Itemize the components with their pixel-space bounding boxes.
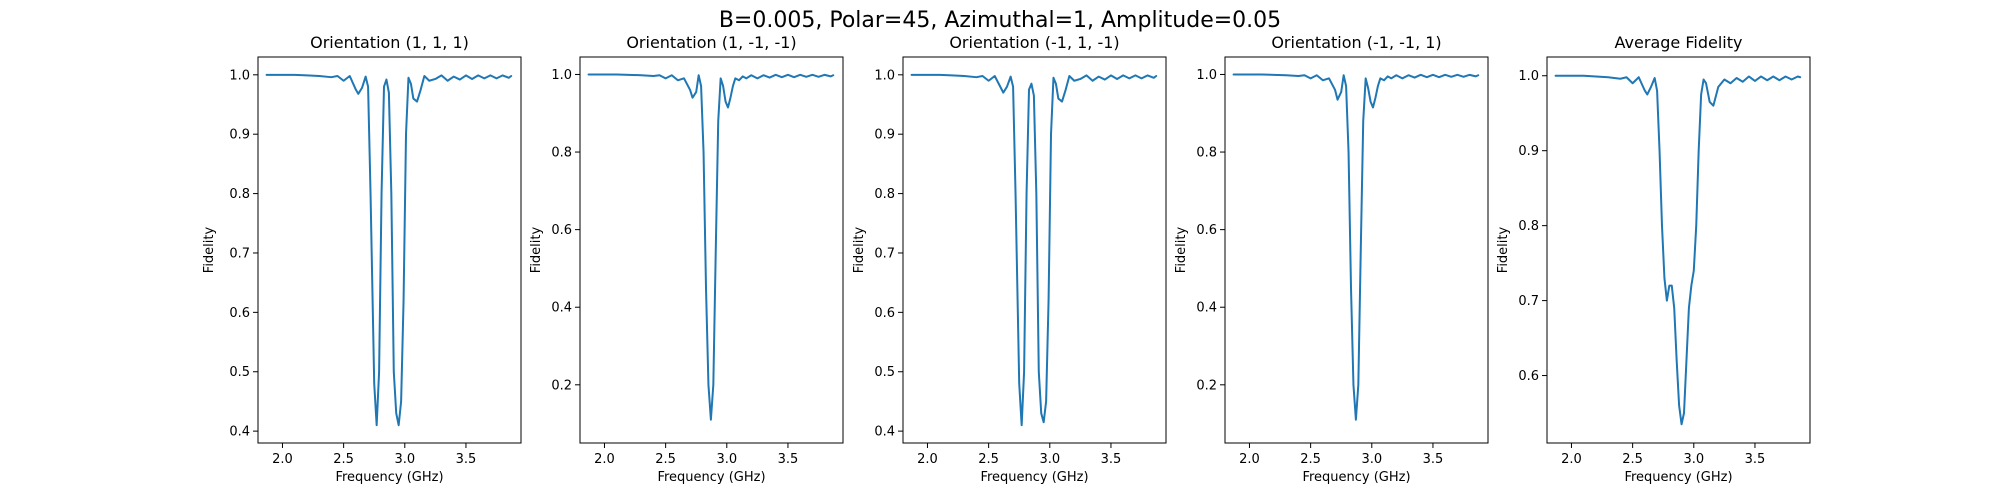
x-tick-label: 2.5 [1300,452,1321,467]
x-tick-label: 2.0 [594,452,615,467]
y-tick-label: 0.8 [229,187,250,202]
y-tick-label: 0.8 [551,146,572,161]
y-axis-label: Fidelity [529,226,544,273]
y-tick-label: 0.4 [1196,301,1217,316]
plot-area-frame [257,56,522,444]
y-tick-label: 0.2 [1196,378,1217,393]
y-tick-label: 0.9 [229,128,250,143]
y-tick-label: 0.7 [874,246,895,261]
y-tick-label: 0.2 [551,378,572,393]
subplot-grid: Orientation (1, 1, 1) 2.0 2.5 3.0 3.5 0.4 0.5 0… [202,33,1811,485]
subplot-title: Average Fidelity [1615,33,1743,52]
x-tick-label: 3.0 [1683,452,1704,467]
y-tick-label: 0.4 [874,425,895,440]
y-tick-label: 1.0 [1196,68,1217,83]
y-axis-label: Fidelity [1496,226,1511,273]
subplot-title: Orientation (-1, -1, 1) [1271,33,1441,52]
x-axis-label: Frequency (GHz) [1302,470,1410,485]
subplot-1: Orientation (1, 1, 1) 2.0 2.5 3.0 3.5 0.4 0.5 0… [202,33,522,485]
y-tick-label: 1.0 [1518,69,1539,84]
y-axis-label: Fidelity [202,226,217,273]
y-tick-label: 0.5 [229,365,250,380]
plot-area-frame [1546,56,1811,444]
subplot-2: Orientation (1, -1, -1) 2.0 2.5 3.0 3.5 0.2 0.… [529,33,844,485]
x-tick-label: 3.0 [394,452,415,467]
y-tick-label: 0.9 [1518,144,1539,159]
x-axis-label: Frequency (GHz) [980,470,1088,485]
y-tick-label: 0.7 [1518,294,1539,309]
subplot-title: Orientation (1, -1, -1) [626,33,796,52]
y-tick-label: 0.8 [1196,146,1217,161]
subplot-title: Orientation (-1, 1, -1) [949,33,1119,52]
y-tick-label: 0.8 [1518,219,1539,234]
subplot-3: Orientation (-1, 1, -1) 2.0 2.5 3.0 3.5 0.4 0.… [852,33,1167,485]
x-tick-label: 3.0 [716,452,737,467]
y-tick-label: 1.0 [551,68,572,83]
fidelity-series-line [1232,73,1480,421]
x-tick-label: 2.5 [978,452,999,467]
y-axis-label: Fidelity [852,226,867,273]
x-tick-label: 3.5 [1423,452,1444,467]
x-tick-label: 2.5 [1622,452,1643,467]
y-tick-label: 0.6 [229,306,250,321]
x-tick-label: 2.5 [333,452,354,467]
y-tick-label: 0.7 [229,246,250,261]
x-tick-label: 3.5 [1745,452,1766,467]
x-tick-label: 3.5 [778,452,799,467]
fidelity-series-line [1554,74,1802,426]
x-tick-label: 2.0 [917,452,938,467]
subplot-5: Average Fidelity 2.0 2.5 3.0 3.5 0.6 0.7 0.8 0.9… [1496,33,1811,485]
x-tick-label: 2.0 [1561,452,1582,467]
x-axis-label: Frequency (GHz) [657,470,765,485]
y-tick-label: 0.4 [551,301,572,316]
y-tick-label: 1.0 [229,68,250,83]
figure-suptitle: B=0.005, Polar=45, Azimuthal=1, Amplitud… [719,8,1281,33]
x-axis-label: Frequency (GHz) [335,470,443,485]
fidelity-series-line [587,73,835,421]
fidelity-series-line [265,73,513,427]
x-tick-label: 2.0 [1239,452,1260,467]
x-tick-label: 3.0 [1361,452,1382,467]
x-tick-label: 3.5 [1101,452,1122,467]
plot-area-frame [902,56,1167,444]
y-tick-label: 0.5 [874,365,895,380]
y-tick-label: 0.8 [874,187,895,202]
x-tick-label: 3.5 [456,452,477,467]
plot-area-frame [1224,56,1489,444]
x-tick-label: 2.0 [272,452,293,467]
subplot-title: Orientation (1, 1, 1) [310,33,469,52]
subplot-4: Orientation (-1, -1, 1) 2.0 2.5 3.0 3.5 0.2 0.… [1174,33,1489,485]
y-tick-label: 0.6 [1518,369,1539,384]
y-tick-label: 1.0 [874,68,895,83]
y-tick-label: 0.6 [874,306,895,321]
x-tick-label: 3.0 [1039,452,1060,467]
x-axis-label: Frequency (GHz) [1624,470,1732,485]
y-tick-label: 0.6 [551,223,572,238]
x-tick-label: 2.5 [655,452,676,467]
y-tick-label: 0.6 [1196,223,1217,238]
y-tick-label: 0.4 [229,425,250,440]
y-tick-label: 0.9 [874,128,895,143]
plot-area-frame [579,56,844,444]
y-axis-label: Fidelity [1174,226,1189,273]
fidelity-series-line [910,73,1158,427]
